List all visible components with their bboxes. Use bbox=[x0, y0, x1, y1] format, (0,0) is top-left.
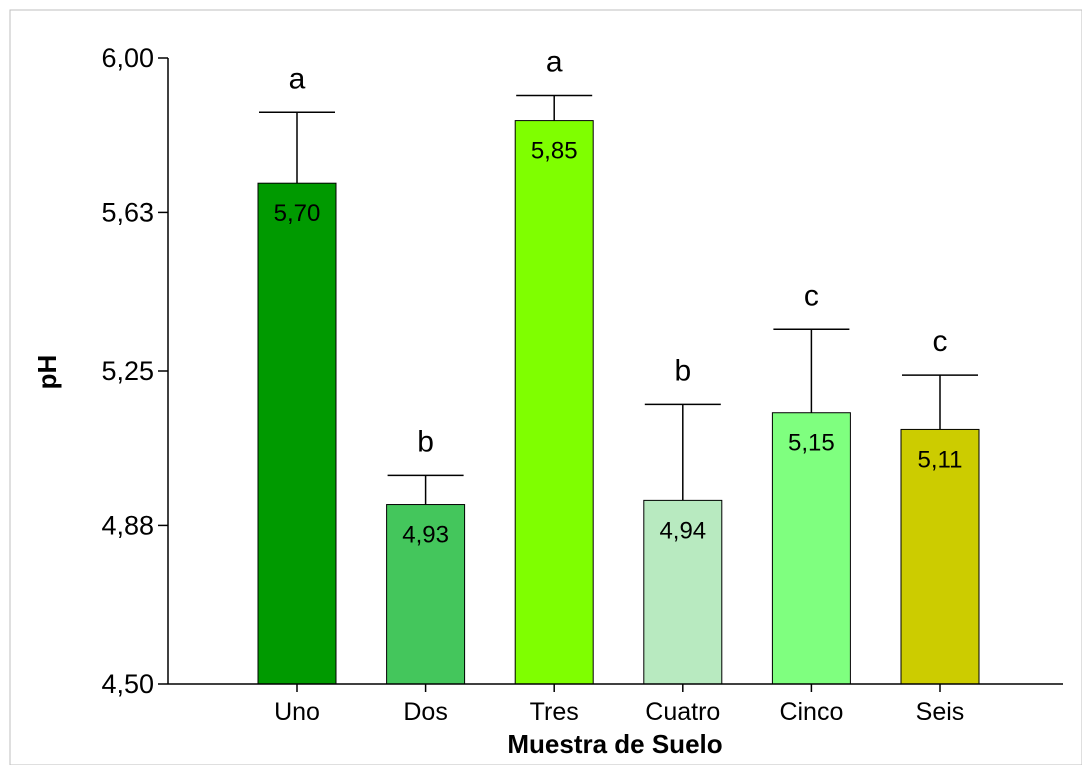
bar-tres bbox=[514, 120, 594, 685]
significance-letter: b bbox=[417, 425, 434, 458]
significance-letter: b bbox=[674, 354, 691, 387]
y-tick-label: 4,88 bbox=[101, 510, 154, 540]
x-category-label: Cuatro bbox=[645, 698, 720, 726]
bar-cuatro bbox=[643, 499, 723, 685]
x-category-label: Seis bbox=[916, 698, 965, 726]
bar-value-label: 4,93 bbox=[402, 522, 449, 549]
bars-layer bbox=[257, 94, 980, 685]
bar-value-label: 5,11 bbox=[918, 446, 963, 473]
x-axis-title: Muestra de Suelo bbox=[507, 729, 722, 759]
y-tick-label: 6,00 bbox=[101, 43, 154, 73]
y-axis-title: pH bbox=[32, 355, 62, 390]
x-category-label: Tres bbox=[530, 698, 579, 726]
labels-layer: 5,70 a Uno 4,93 b Dos 5,85 a Tres 4,94 b Cuatro 5,15… bbox=[274, 46, 965, 726]
bar-value-label: 4,94 bbox=[659, 517, 706, 544]
bar-seis bbox=[900, 428, 980, 685]
significance-letter: a bbox=[546, 46, 563, 79]
significance-letter: c bbox=[933, 325, 948, 358]
chart-frame bbox=[9, 9, 1082, 765]
bar-cinco bbox=[771, 412, 851, 685]
bar-uno bbox=[257, 182, 337, 685]
y-tick-label: 5,63 bbox=[101, 197, 154, 227]
bar-value-label: 5,85 bbox=[531, 138, 578, 165]
significance-letter: c bbox=[804, 279, 819, 312]
bar-dos bbox=[386, 504, 466, 685]
bar-value-label: 5,70 bbox=[274, 200, 321, 227]
y-tick-label: 4,50 bbox=[101, 669, 154, 699]
y-tick-label: 5,25 bbox=[101, 356, 154, 386]
x-category-label: Dos bbox=[403, 698, 447, 726]
bar-value-label: 5,15 bbox=[788, 430, 835, 457]
y-ticks-layer: 4,50 4,88 5,25 5,63 6,00 bbox=[101, 43, 168, 699]
significance-letter: a bbox=[289, 62, 306, 95]
x-category-label: Cinco bbox=[779, 698, 843, 726]
x-category-label: Uno bbox=[274, 698, 320, 726]
